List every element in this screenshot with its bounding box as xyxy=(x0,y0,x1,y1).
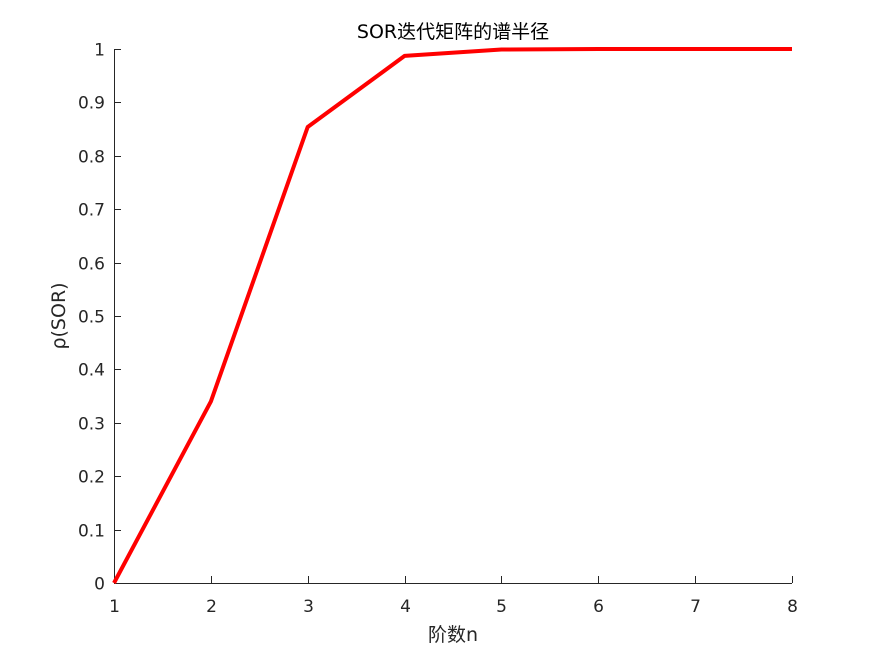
x-tick-label: 8 xyxy=(787,597,798,617)
chart-title: SOR迭代矩阵的谱半径 xyxy=(357,21,549,43)
y-tick-label: 1 xyxy=(94,41,105,61)
x-axis-title: 阶数n xyxy=(428,624,478,646)
x-tick-label: 1 xyxy=(109,597,120,617)
y-tick-label: 0.7 xyxy=(78,201,105,221)
y-tick-label: 0.5 xyxy=(78,308,105,328)
x-ticks: 1 2 3 4 5 6 7 8 xyxy=(109,576,798,617)
x-tick-label: 6 xyxy=(593,597,604,617)
series-line xyxy=(112,47,792,584)
x-tick-label: 2 xyxy=(206,597,217,617)
y-tick-label: 0.8 xyxy=(78,148,105,168)
axes xyxy=(114,49,792,584)
y-tick-label: 0.2 xyxy=(78,468,105,488)
series-lines xyxy=(112,47,792,584)
y-tick-label: 0 xyxy=(94,575,105,595)
x-tick-label: 5 xyxy=(496,597,507,617)
x-tick-label: 3 xyxy=(303,597,314,617)
y-tick-label: 0.3 xyxy=(78,415,105,435)
x-tick-label: 7 xyxy=(690,597,701,617)
y-tick-label: 0.4 xyxy=(78,361,105,381)
x-tick-label: 4 xyxy=(400,597,411,617)
y-ticks: 0 0.1 0.2 0.3 0.4 0.5 0.6 0.7 0.8 0.9 1 xyxy=(78,41,121,595)
y-tick-label: 0.6 xyxy=(78,255,105,275)
y-tick-label: 0.1 xyxy=(78,522,105,542)
y-tick-label: 0.9 xyxy=(78,94,105,114)
y-axis-title: ρ(SOR) xyxy=(48,282,70,349)
